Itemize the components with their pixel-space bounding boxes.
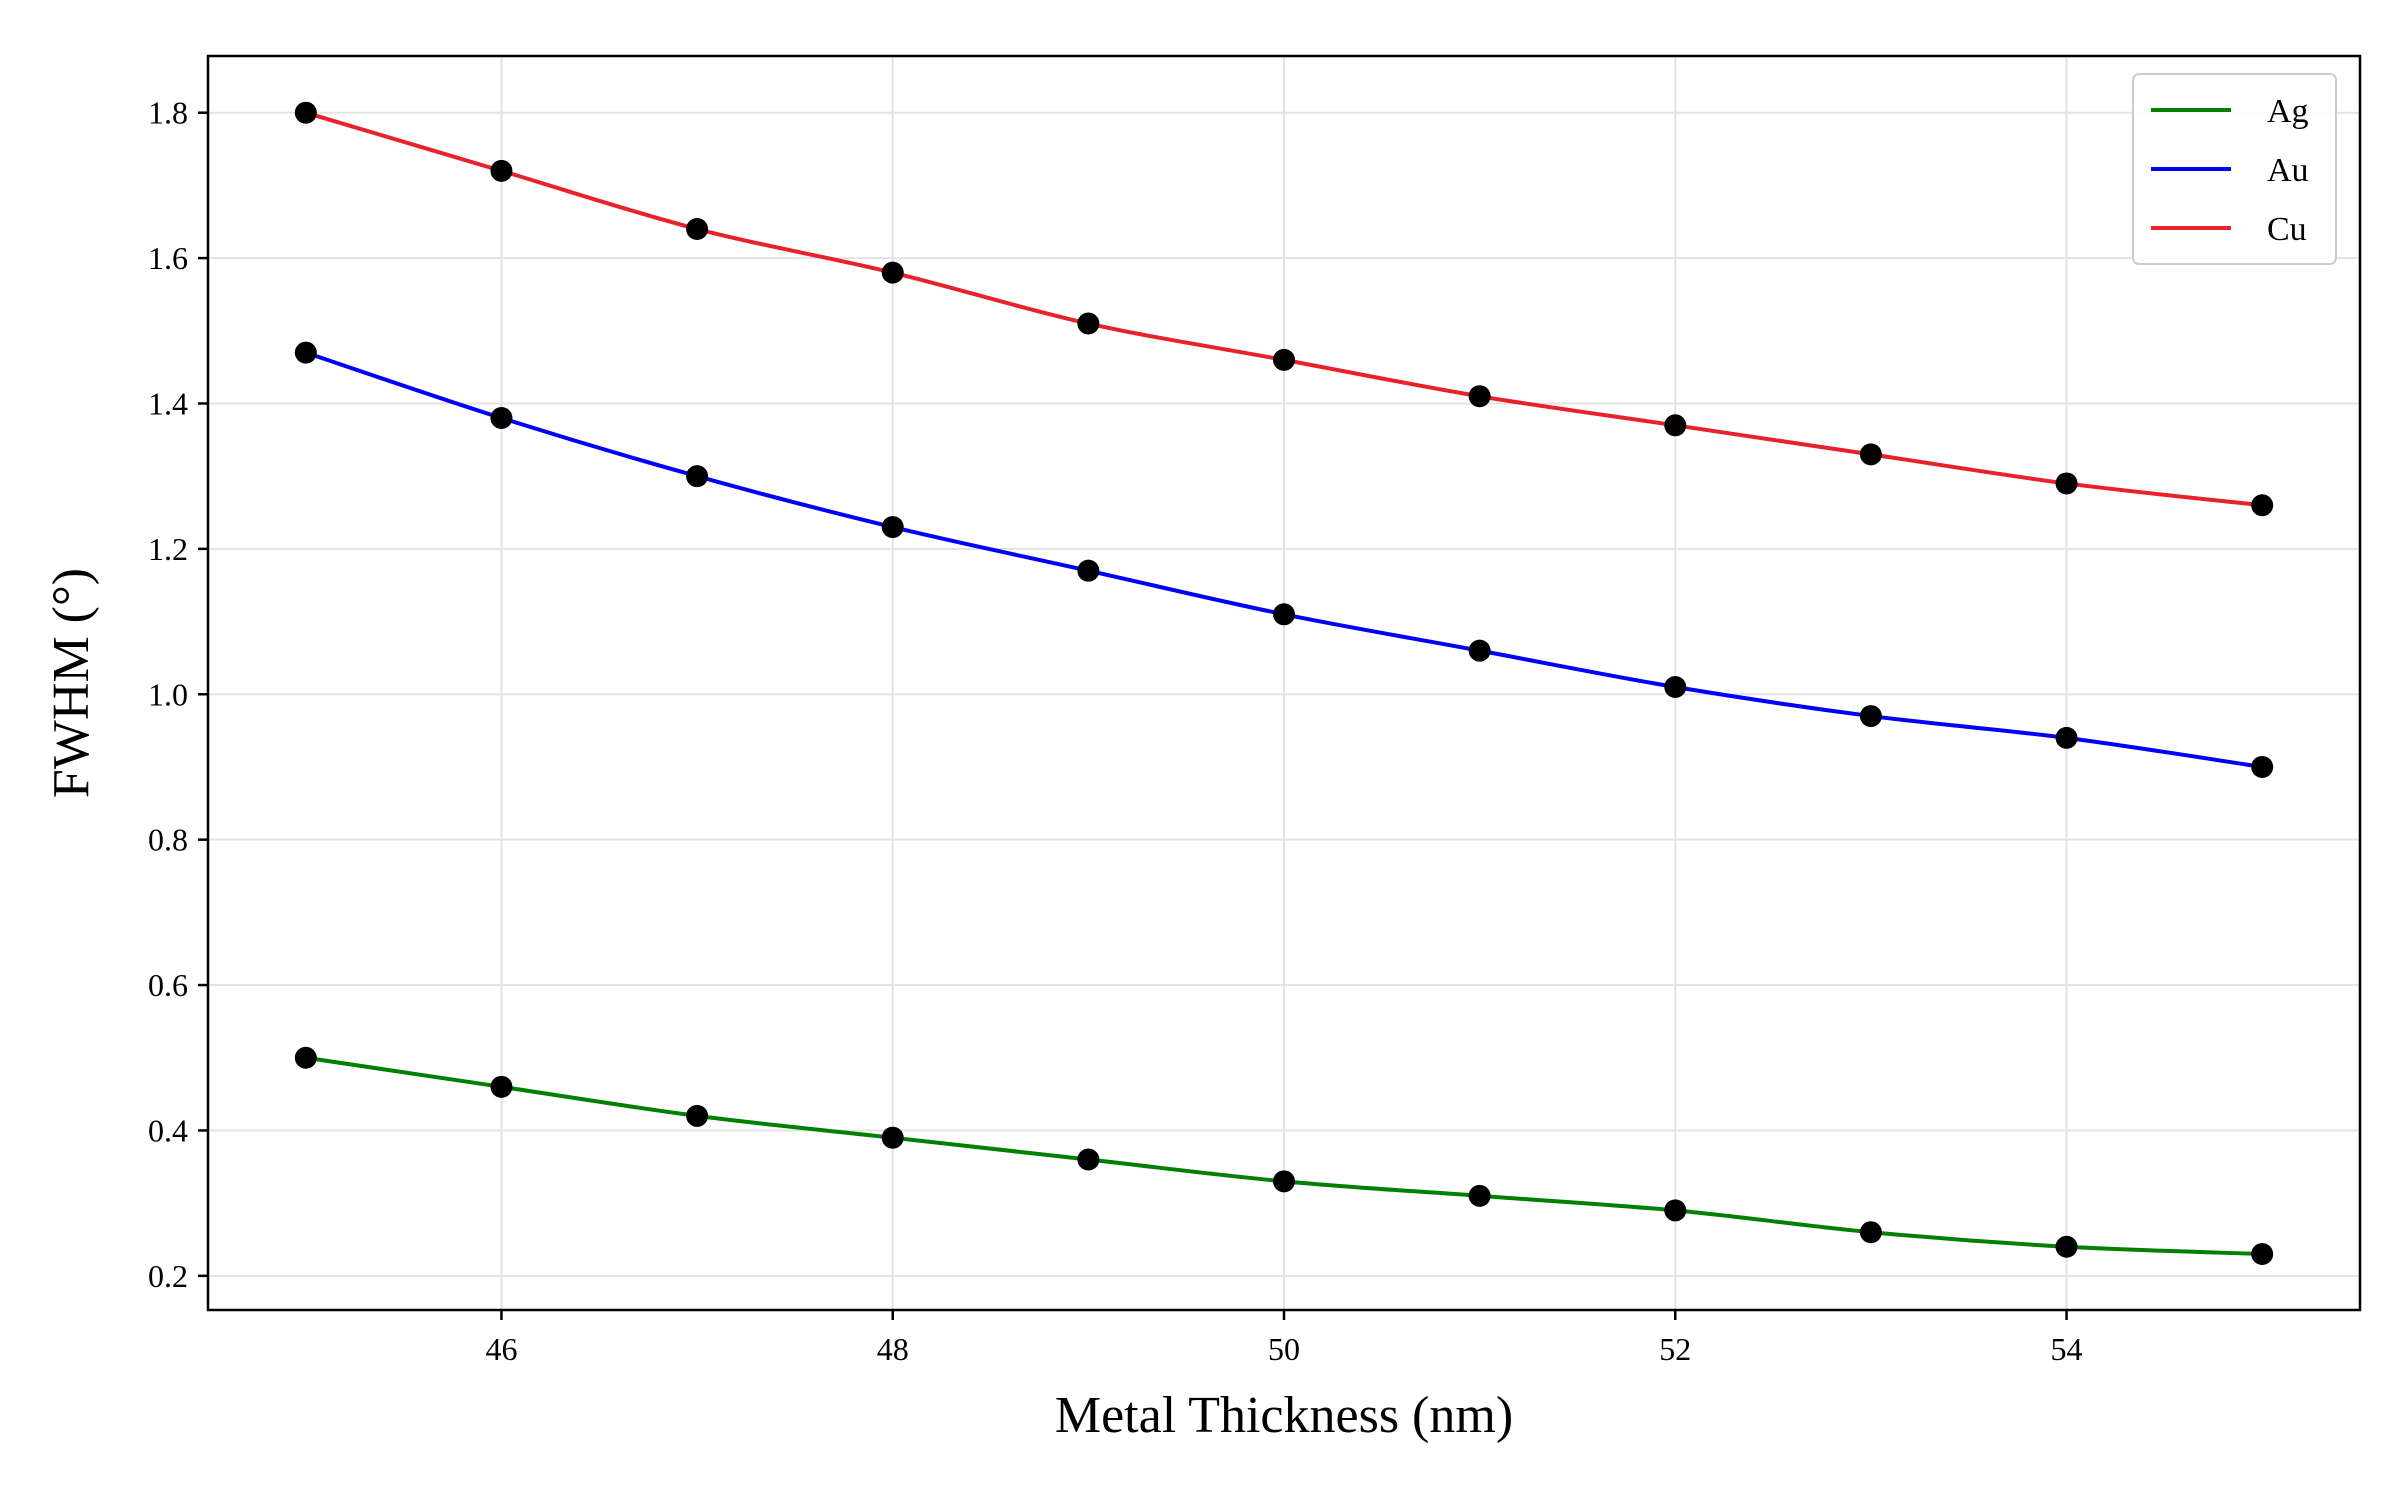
- legend-label-cu: Cu: [2267, 211, 2307, 248]
- data-point-au: [1273, 603, 1295, 626]
- data-point-cu: [1664, 414, 1687, 437]
- data-point-au: [490, 407, 513, 430]
- data-point-ag: [1077, 1148, 1100, 1171]
- grid: [208, 56, 2360, 1310]
- data-point-cu: [1077, 312, 1100, 335]
- data-point-cu: [2251, 494, 2274, 517]
- data-point-cu: [1273, 348, 1295, 371]
- data-point-au: [1077, 559, 1100, 582]
- x-tick-label: 48: [877, 1331, 909, 1367]
- y-tick-label: 0.8: [148, 822, 188, 858]
- data-point-au: [1468, 639, 1491, 662]
- data-point-cu: [2055, 472, 2078, 495]
- data-point-cu: [686, 218, 709, 241]
- y-tick-label: 1.6: [148, 240, 188, 276]
- data-point-cu: [1468, 385, 1491, 408]
- y-tick-label: 0.6: [148, 967, 188, 1003]
- data-point-ag: [294, 1046, 317, 1069]
- data-point-au: [2055, 726, 2078, 749]
- data-point-au: [1859, 705, 1882, 728]
- data-point-ag: [2251, 1243, 2274, 1266]
- data-point-cu: [881, 261, 904, 284]
- legend-label-ag: Ag: [2267, 93, 2309, 130]
- data-point-ag: [686, 1104, 709, 1127]
- y-tick-label: 1.2: [148, 531, 188, 567]
- data-point-au: [881, 516, 904, 539]
- legend-label-au: Au: [2267, 152, 2309, 189]
- data-point-cu: [1859, 443, 1882, 466]
- y-tick-label: 1.8: [148, 95, 188, 131]
- data-point-au: [294, 341, 317, 364]
- data-point-ag: [1859, 1221, 1882, 1244]
- data-point-ag: [881, 1126, 904, 1149]
- data-point-ag: [1273, 1170, 1295, 1193]
- y-tick-label: 0.4: [148, 1112, 188, 1148]
- data-point-au: [2251, 755, 2274, 778]
- y-axis-title: FWHM (°): [43, 568, 100, 798]
- legend-box: [2132, 73, 2337, 265]
- data-point-cu: [294, 101, 317, 124]
- x-tick-label: 46: [485, 1331, 517, 1367]
- y-tick-label: 0.2: [148, 1258, 188, 1294]
- y-tick-label: 1.4: [148, 385, 188, 421]
- data-point-ag: [1468, 1184, 1491, 1207]
- data-points: [294, 101, 2274, 1266]
- x-tick-label: 50: [1268, 1331, 1300, 1367]
- y-tick-label: 1.0: [148, 676, 188, 712]
- legend: Ag Au Cu: [2132, 73, 2337, 265]
- axis-ticks: 46 48 50 52 54 0.2 0.4 0.6 0.8 1.0 1.2 1.4 1.6 1.8: [148, 95, 2083, 1367]
- x-tick-label: 52: [1659, 1331, 1691, 1367]
- data-point-cu: [490, 159, 513, 182]
- data-point-au: [686, 465, 709, 488]
- x-tick-label: 54: [2051, 1331, 2083, 1367]
- data-point-au: [1664, 675, 1687, 698]
- x-axis-title: Metal Thickness (nm): [1055, 1387, 1513, 1444]
- data-point-ag: [1664, 1199, 1687, 1222]
- data-point-ag: [2055, 1235, 2078, 1258]
- data-point-ag: [490, 1075, 513, 1098]
